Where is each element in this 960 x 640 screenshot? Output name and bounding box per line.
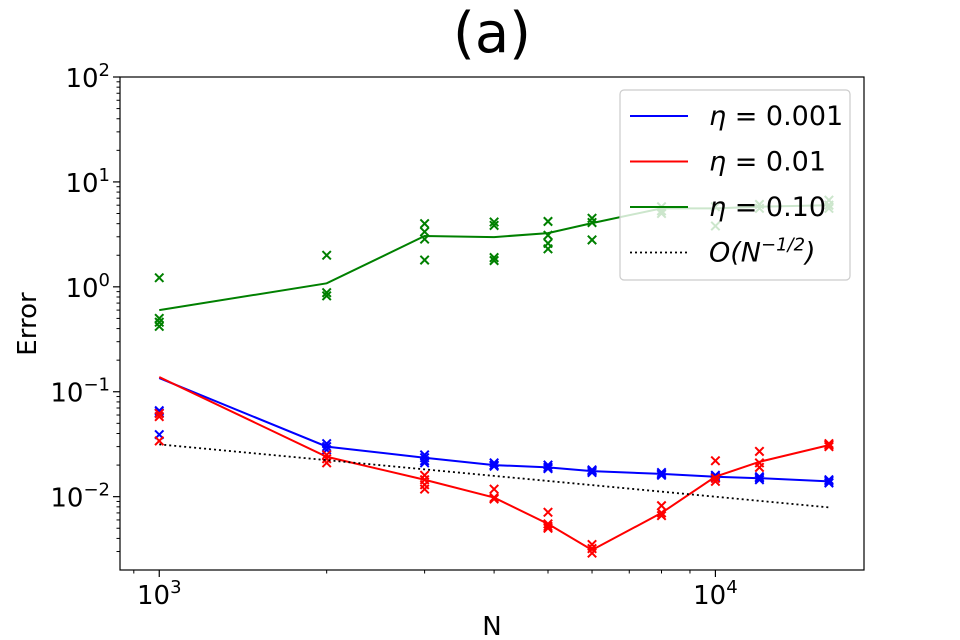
plot-frame (119, 76, 865, 571)
y-tick-label: 100 (65, 270, 110, 304)
legend-box (619, 89, 851, 281)
data-point-marker (419, 484, 430, 495)
data-point-marker (824, 474, 834, 485)
y-tick-label: 10−1 (50, 375, 110, 409)
data-point-marker (321, 287, 332, 298)
legend: η = 0.001 η = 0.01 η = 0.10 O(N−1/2) (619, 89, 851, 281)
legend-label: O(N−1/2) (709, 235, 816, 269)
data-point-marker (656, 500, 667, 511)
legend-label: η = 0.10 (709, 192, 826, 223)
data-point-marker (321, 250, 332, 261)
data-point-marker (154, 321, 165, 332)
data-point-marker (587, 548, 597, 558)
data-point-marker (154, 272, 165, 283)
data-point-marker (587, 467, 597, 478)
legend-label: η = 0.01 (709, 147, 826, 178)
x-tick-label: 104 (693, 577, 738, 611)
data-point-marker (543, 243, 553, 254)
x-axis-label: N (482, 612, 501, 640)
data-point-marker (489, 217, 500, 227)
data-point-marker (154, 317, 165, 328)
series-1 (154, 376, 834, 558)
reference-line (159, 443, 830, 509)
data-point-marker (754, 471, 765, 482)
data-point-marker (321, 290, 332, 301)
series-line (158, 376, 830, 552)
data-point-marker (489, 461, 500, 472)
data-point-marker (587, 235, 597, 245)
y-tick-label: 101 (65, 165, 110, 199)
data-point-marker (754, 446, 765, 457)
data-point-marker (154, 408, 165, 419)
data-point-marker (419, 218, 430, 229)
data-point-marker (419, 255, 430, 265)
series-line (158, 377, 829, 483)
data-point-marker (419, 457, 430, 468)
data-point-marker (419, 479, 430, 490)
data-point-marker (154, 435, 165, 446)
y-tick-label: 10−2 (50, 480, 110, 514)
data-point-marker (656, 510, 667, 521)
data-point-marker (543, 463, 553, 474)
data-point-marker (419, 226, 430, 237)
chart-title: (a) (453, 1, 531, 66)
data-point-marker (710, 455, 721, 466)
data-point-marker (824, 478, 834, 488)
data-point-marker (824, 441, 834, 452)
data-point-marker (489, 484, 500, 495)
data-point-marker (754, 474, 765, 485)
x-tick-label: 103 (137, 577, 182, 611)
data-point-marker (754, 462, 765, 473)
data-point-marker (543, 521, 553, 532)
y-tick-label: 102 (65, 60, 110, 94)
data-point-marker (543, 216, 553, 227)
legend-entries: η = 0.001 η = 0.01 η = 0.10 O(N−1/2) (630, 101, 843, 269)
data-point-marker (489, 220, 500, 231)
data-point-marker (489, 255, 500, 266)
y-axis-label: Error (13, 292, 43, 356)
data-point-marker (489, 252, 500, 263)
data-point-marker (543, 507, 553, 518)
data-point-marker (656, 470, 667, 481)
series-3 (159, 443, 830, 509)
data-point-marker (154, 313, 165, 324)
legend-label: η = 0.001 (709, 101, 843, 132)
data-point-marker (154, 411, 165, 422)
